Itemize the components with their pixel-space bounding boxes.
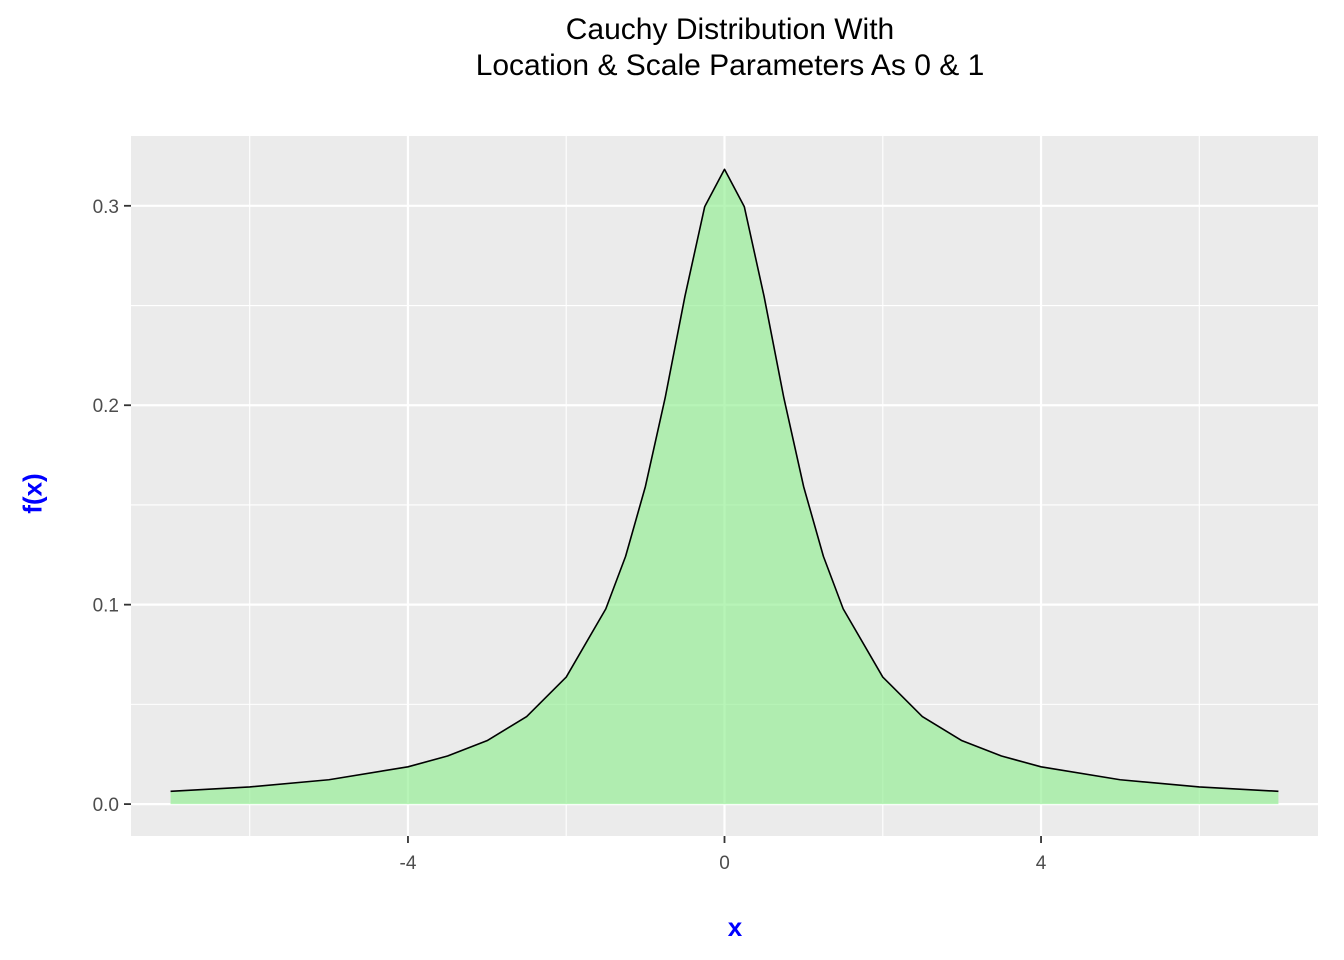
y-axis-title: f(x): [17, 473, 48, 514]
density-curve: [170, 168, 1279, 793]
x-axis-title: x: [727, 912, 743, 942]
y-tick-label: 0.0: [93, 795, 119, 816]
y-tick-label: 0.2: [93, 396, 119, 417]
x-tick-label: -4: [400, 853, 417, 874]
chart-title-line-2: Location & Scale Parameters As 0 & 1: [475, 49, 985, 82]
y-tick-label: 0.3: [93, 197, 119, 218]
y-tick-label: 0.1: [93, 596, 119, 617]
chart-title-line-1: Cauchy Distribution With: [565, 13, 895, 46]
chart-title: Cauchy Distribution With Location & Scal…: [0, 12, 1344, 84]
y-axis-ticks: 0.0 0.1 0.2 0.3: [93, 197, 131, 816]
x-axis-ticks: -4 0 4: [400, 836, 1047, 874]
x-tick-label: 4: [1036, 853, 1047, 874]
density-area: [170, 169, 1279, 805]
x-tick-label: 0: [719, 853, 730, 874]
